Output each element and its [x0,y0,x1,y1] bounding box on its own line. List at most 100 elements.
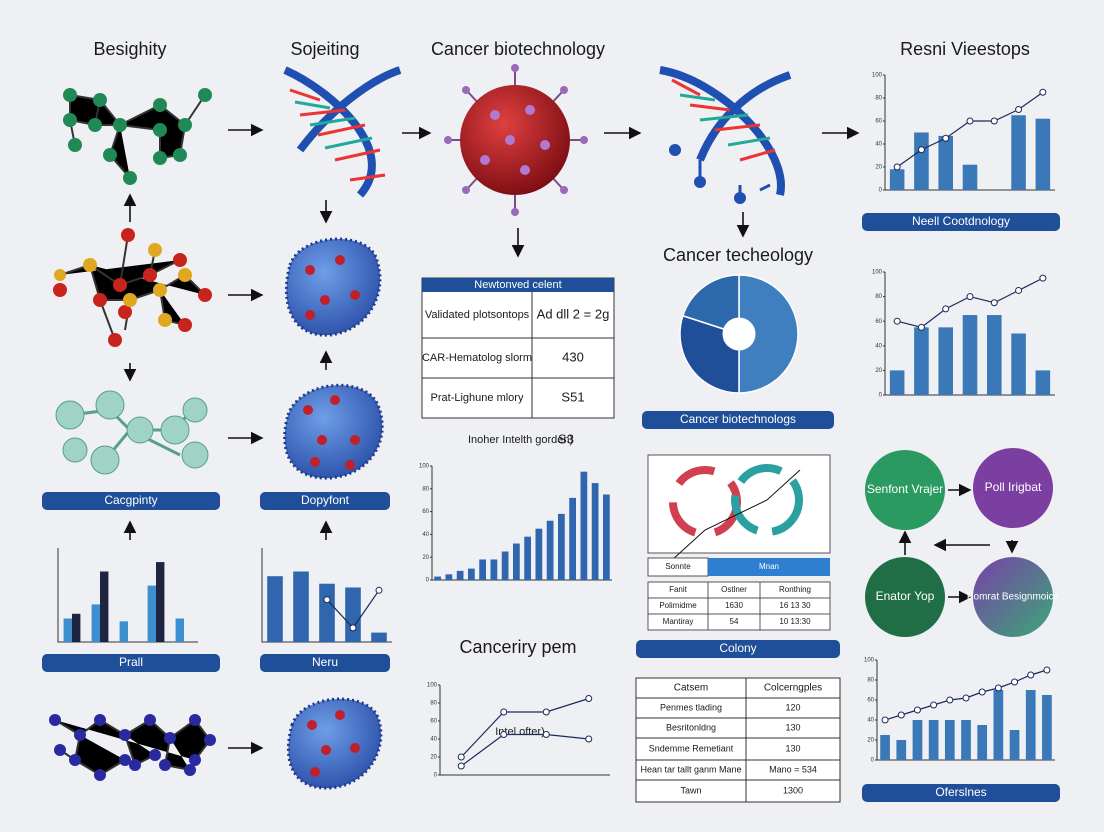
table-cell: Validated plotsontops [425,309,530,321]
line-point [966,117,974,125]
bar [961,720,971,760]
table-cell: Ѕ51 [561,389,584,404]
bar [468,568,475,580]
line-point [585,695,593,702]
y-tick-label: 40 [875,343,882,349]
line-point [1015,106,1023,113]
y-tick-label: 100 [864,658,875,664]
line-point [1043,666,1051,674]
label-bar [42,654,220,672]
y-tick-label: 0 [879,393,883,399]
molecule-green [63,88,212,185]
y-tick-label: 40 [867,718,874,724]
donut-hole [722,317,756,351]
line-point [994,684,1002,692]
label: Oferslnes [935,785,986,799]
bar [1011,333,1026,395]
node-label: Senfont Vrajer [867,482,943,496]
bar [1042,695,1052,760]
line-point [1039,274,1047,282]
bar [912,720,923,760]
label-bar [636,640,840,658]
bar [91,604,100,642]
table-cell: Mano = 534 [769,764,817,774]
node-circle [973,448,1053,528]
node-circle [973,557,1053,637]
table-cell: CAR-Hematolog slorm [422,352,532,364]
table-cell: Fanit [669,585,688,594]
y-tick-label: 40 [875,142,882,148]
bar [156,562,165,642]
subheading: Cancer techeology [663,245,813,265]
bar [896,740,907,760]
y-tick-label: 80 [875,96,882,102]
bar [889,169,905,190]
bar [535,528,543,580]
table-cell: Besritonldng [666,722,716,732]
label: Dopyfont [301,493,350,507]
bar [490,559,498,580]
line-point [542,708,550,716]
bar [977,725,988,760]
dna-helix [659,66,792,204]
cell [286,697,383,790]
table-cell: Penmes tlading [660,702,722,712]
line-point [893,317,901,325]
molecule-lattice [55,390,209,475]
bar [1035,118,1051,190]
y-tick-label: 40 [430,737,437,743]
bar [524,536,531,580]
bar [434,576,441,580]
line-point [1027,671,1035,679]
bar [1009,730,1020,760]
table-cell: Tawn [680,785,701,795]
bar [63,618,72,642]
table-cell: 1630 [725,601,743,610]
y-tick-label: 20 [430,755,437,761]
line-point [323,596,331,604]
virus [444,64,588,216]
bar [501,551,509,580]
y-tick-label: 20 [875,165,882,171]
table-cell: Mantiray [663,617,694,626]
bar [479,559,486,580]
bar [1035,370,1051,395]
line [460,733,589,767]
pie-slice [738,274,799,394]
label-bar [642,411,834,429]
label: Prall [119,655,143,669]
bar [880,735,890,760]
bar [938,327,953,395]
y-tick-label: 0 [426,578,430,584]
bar [914,327,929,395]
table-cell: 120 [785,702,800,712]
bar [100,571,109,642]
heading: Cancer biotechnology [431,39,605,59]
line-point [966,293,974,301]
line-point [500,708,508,716]
bar [993,690,1004,760]
y-tick-label: 20 [867,738,874,744]
note: Inoher Intelth gorden) [468,434,573,446]
label: Cacgpinty [104,493,157,507]
bar [889,370,905,395]
line-point [375,586,383,594]
line-point [1039,88,1047,96]
table-cell: Catsem [674,683,708,694]
y-tick-label: 60 [875,119,882,125]
line-point [893,163,901,171]
table-cell: Ad dll 2 = 2g [537,306,610,321]
label: Colony [719,641,756,655]
table-cell: 130 [785,743,800,753]
line-point [349,624,357,632]
table-cell: 54 [730,617,739,626]
bar [603,494,610,580]
bar [591,483,599,580]
molecule-red [53,228,212,347]
bar [319,583,335,642]
heading: Resni Vieestops [900,39,1030,59]
table-cell: Prat-Lighune mlory [431,392,524,404]
label-bar [862,213,1060,231]
line-point [930,701,938,709]
